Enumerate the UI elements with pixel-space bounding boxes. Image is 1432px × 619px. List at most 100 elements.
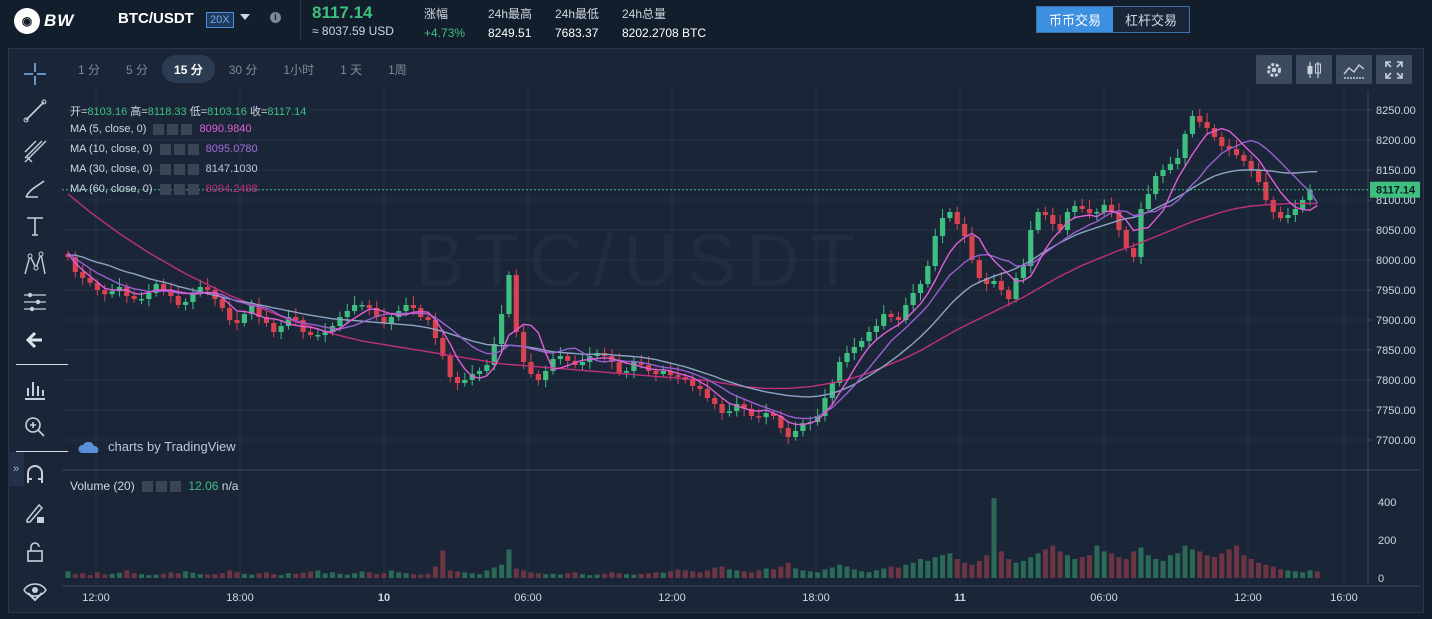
ma-legend-controls	[159, 143, 199, 155]
close-icon[interactable]	[187, 163, 199, 175]
stat-value: +4.73%	[424, 26, 466, 40]
volume-legend-controls	[142, 481, 182, 493]
tradingview-cloud-icon	[78, 441, 99, 453]
ma-value: 8090.9840	[199, 123, 252, 135]
gear-icon[interactable]	[173, 143, 185, 155]
ma-label: MA (10, close, 0)	[70, 143, 153, 155]
high-label: 高=	[130, 106, 148, 118]
close-icon[interactable]	[181, 123, 193, 135]
timeframe-15m[interactable]: 15 分	[162, 55, 215, 83]
back-arrow-icon	[25, 331, 42, 349]
info-icon[interactable]: i	[270, 12, 281, 23]
gear-icon[interactable]	[173, 183, 185, 195]
leverage-badge: 20X	[206, 12, 234, 28]
stat-label: 24h总量	[622, 7, 667, 21]
pair-dropdown-icon[interactable]	[240, 14, 250, 20]
stat-label: 24h最高	[488, 7, 533, 21]
trendline-tool[interactable]	[10, 94, 60, 128]
top-bar: ◉ BW BTC/USDT 20X i 8117.14 ≈ 8037.59 US…	[0, 0, 1432, 44]
low-value: 8103.16	[207, 106, 247, 118]
ma-legend-controls	[159, 183, 199, 195]
timeframe-1m[interactable]: 1 分	[78, 62, 101, 77]
close-label: 收=	[249, 106, 268, 118]
settings-button[interactable]	[1256, 55, 1292, 84]
low-label: 低=	[189, 106, 208, 118]
pattern-tool[interactable]	[10, 247, 60, 281]
open-label: 开=	[70, 106, 88, 118]
fullscreen-button[interactable]	[1376, 55, 1412, 84]
timeframe-selector: 1 分 5 分 15 分 30 分 1小时 1 天 1周	[66, 55, 421, 83]
last-price: 8117.14	[312, 3, 373, 22]
zoom-toolbar-icon	[25, 382, 45, 400]
timeframe-5m[interactable]: 5 分	[126, 62, 149, 77]
volume-na: n/a	[221, 479, 239, 493]
lock-icon	[27, 542, 43, 562]
ma-legend-controls	[153, 123, 193, 135]
eye-icon[interactable]	[153, 123, 165, 135]
ma-value: 8094.2498	[205, 183, 258, 195]
ma-value: 8147.1030	[205, 163, 258, 175]
crosshair-icon	[24, 63, 46, 85]
timeframe-1h[interactable]: 1小时	[283, 62, 315, 77]
pattern-icon	[24, 251, 46, 275]
ma60-legend: MA (60, close, 0) 8094.2498	[70, 183, 258, 195]
gear-icon[interactable]	[167, 123, 179, 135]
volume-label: Volume (20)	[70, 479, 135, 493]
ma5-legend: MA (5, close, 0) 8090.9840	[70, 123, 252, 135]
stat-value: 7683.37	[555, 26, 599, 40]
ma-legend-controls	[159, 163, 199, 175]
logo-mark-icon: ◉	[14, 8, 40, 34]
chart-type-button[interactable]	[1296, 55, 1332, 84]
pair-name[interactable]: BTC/USDT	[118, 10, 194, 27]
timeframe-30m[interactable]: 30 分	[228, 62, 258, 77]
stat-value: 8249.51	[488, 26, 532, 40]
open-value: 8103.16	[87, 106, 128, 118]
collapse-toolbar[interactable]	[10, 585, 60, 609]
close-icon[interactable]	[170, 481, 182, 493]
crosshair-tool[interactable]	[10, 57, 60, 91]
gear-icon[interactable]	[156, 481, 168, 493]
close-icon[interactable]	[187, 143, 199, 155]
zoom-toolbar-tool[interactable]	[10, 372, 60, 406]
tradingview-brand[interactable]: charts by TradingView	[78, 439, 236, 454]
close-icon[interactable]	[187, 183, 199, 195]
eye-icon[interactable]	[159, 163, 171, 175]
tab-margin-trading[interactable]: 杠杆交易	[1113, 7, 1189, 32]
logo-text: BW	[44, 11, 75, 30]
magnet-tool[interactable]	[10, 457, 60, 491]
eye-icon[interactable]	[142, 481, 154, 493]
toolbar-divider	[16, 451, 68, 452]
measure-icon	[24, 292, 46, 312]
volume-value: 12.06	[188, 479, 219, 493]
tab-spot-trading[interactable]: 币币交易	[1037, 7, 1113, 32]
ma-label: MA (5, close, 0)	[70, 123, 147, 135]
header-divider	[300, 0, 301, 40]
zoom-in-tool[interactable]	[10, 410, 60, 444]
ohlc-legend: 开=8103.16 高=8118.33 低=8103.16 收=8117.14	[70, 103, 306, 119]
fib-tool[interactable]	[10, 134, 60, 168]
timeframe-1d[interactable]: 1 天	[340, 62, 363, 77]
measure-tool[interactable]	[10, 285, 60, 319]
eye-icon[interactable]	[159, 143, 171, 155]
ma-value: 8095.0780	[205, 143, 258, 155]
toolbar-divider	[16, 364, 68, 365]
gear-icon[interactable]	[173, 163, 185, 175]
timeframe-1w[interactable]: 1周	[388, 62, 407, 77]
indicators-button[interactable]	[1336, 55, 1372, 84]
draw-lock-tool[interactable]	[10, 496, 60, 530]
stat-24h-high: 24h最高 8249.51	[488, 5, 532, 40]
pair-watermark: BTC/USDT	[415, 219, 865, 302]
back-tool[interactable]	[10, 323, 60, 357]
text-icon	[27, 217, 43, 236]
stat-label: 24h最低	[555, 7, 600, 21]
text-tool[interactable]	[10, 209, 60, 243]
lock-tool[interactable]	[10, 535, 60, 569]
high-value: 8118.33	[147, 106, 187, 118]
brush-tool[interactable]	[10, 173, 60, 207]
zoom-in-icon	[25, 417, 45, 437]
ma-label: MA (30, close, 0)	[70, 163, 153, 175]
logo[interactable]: ◉ BW	[14, 8, 74, 34]
expand-toolbar-button[interactable]: »	[8, 452, 24, 486]
trade-mode-tabs: 币币交易 杠杆交易	[1036, 6, 1190, 33]
eye-icon[interactable]	[159, 183, 171, 195]
